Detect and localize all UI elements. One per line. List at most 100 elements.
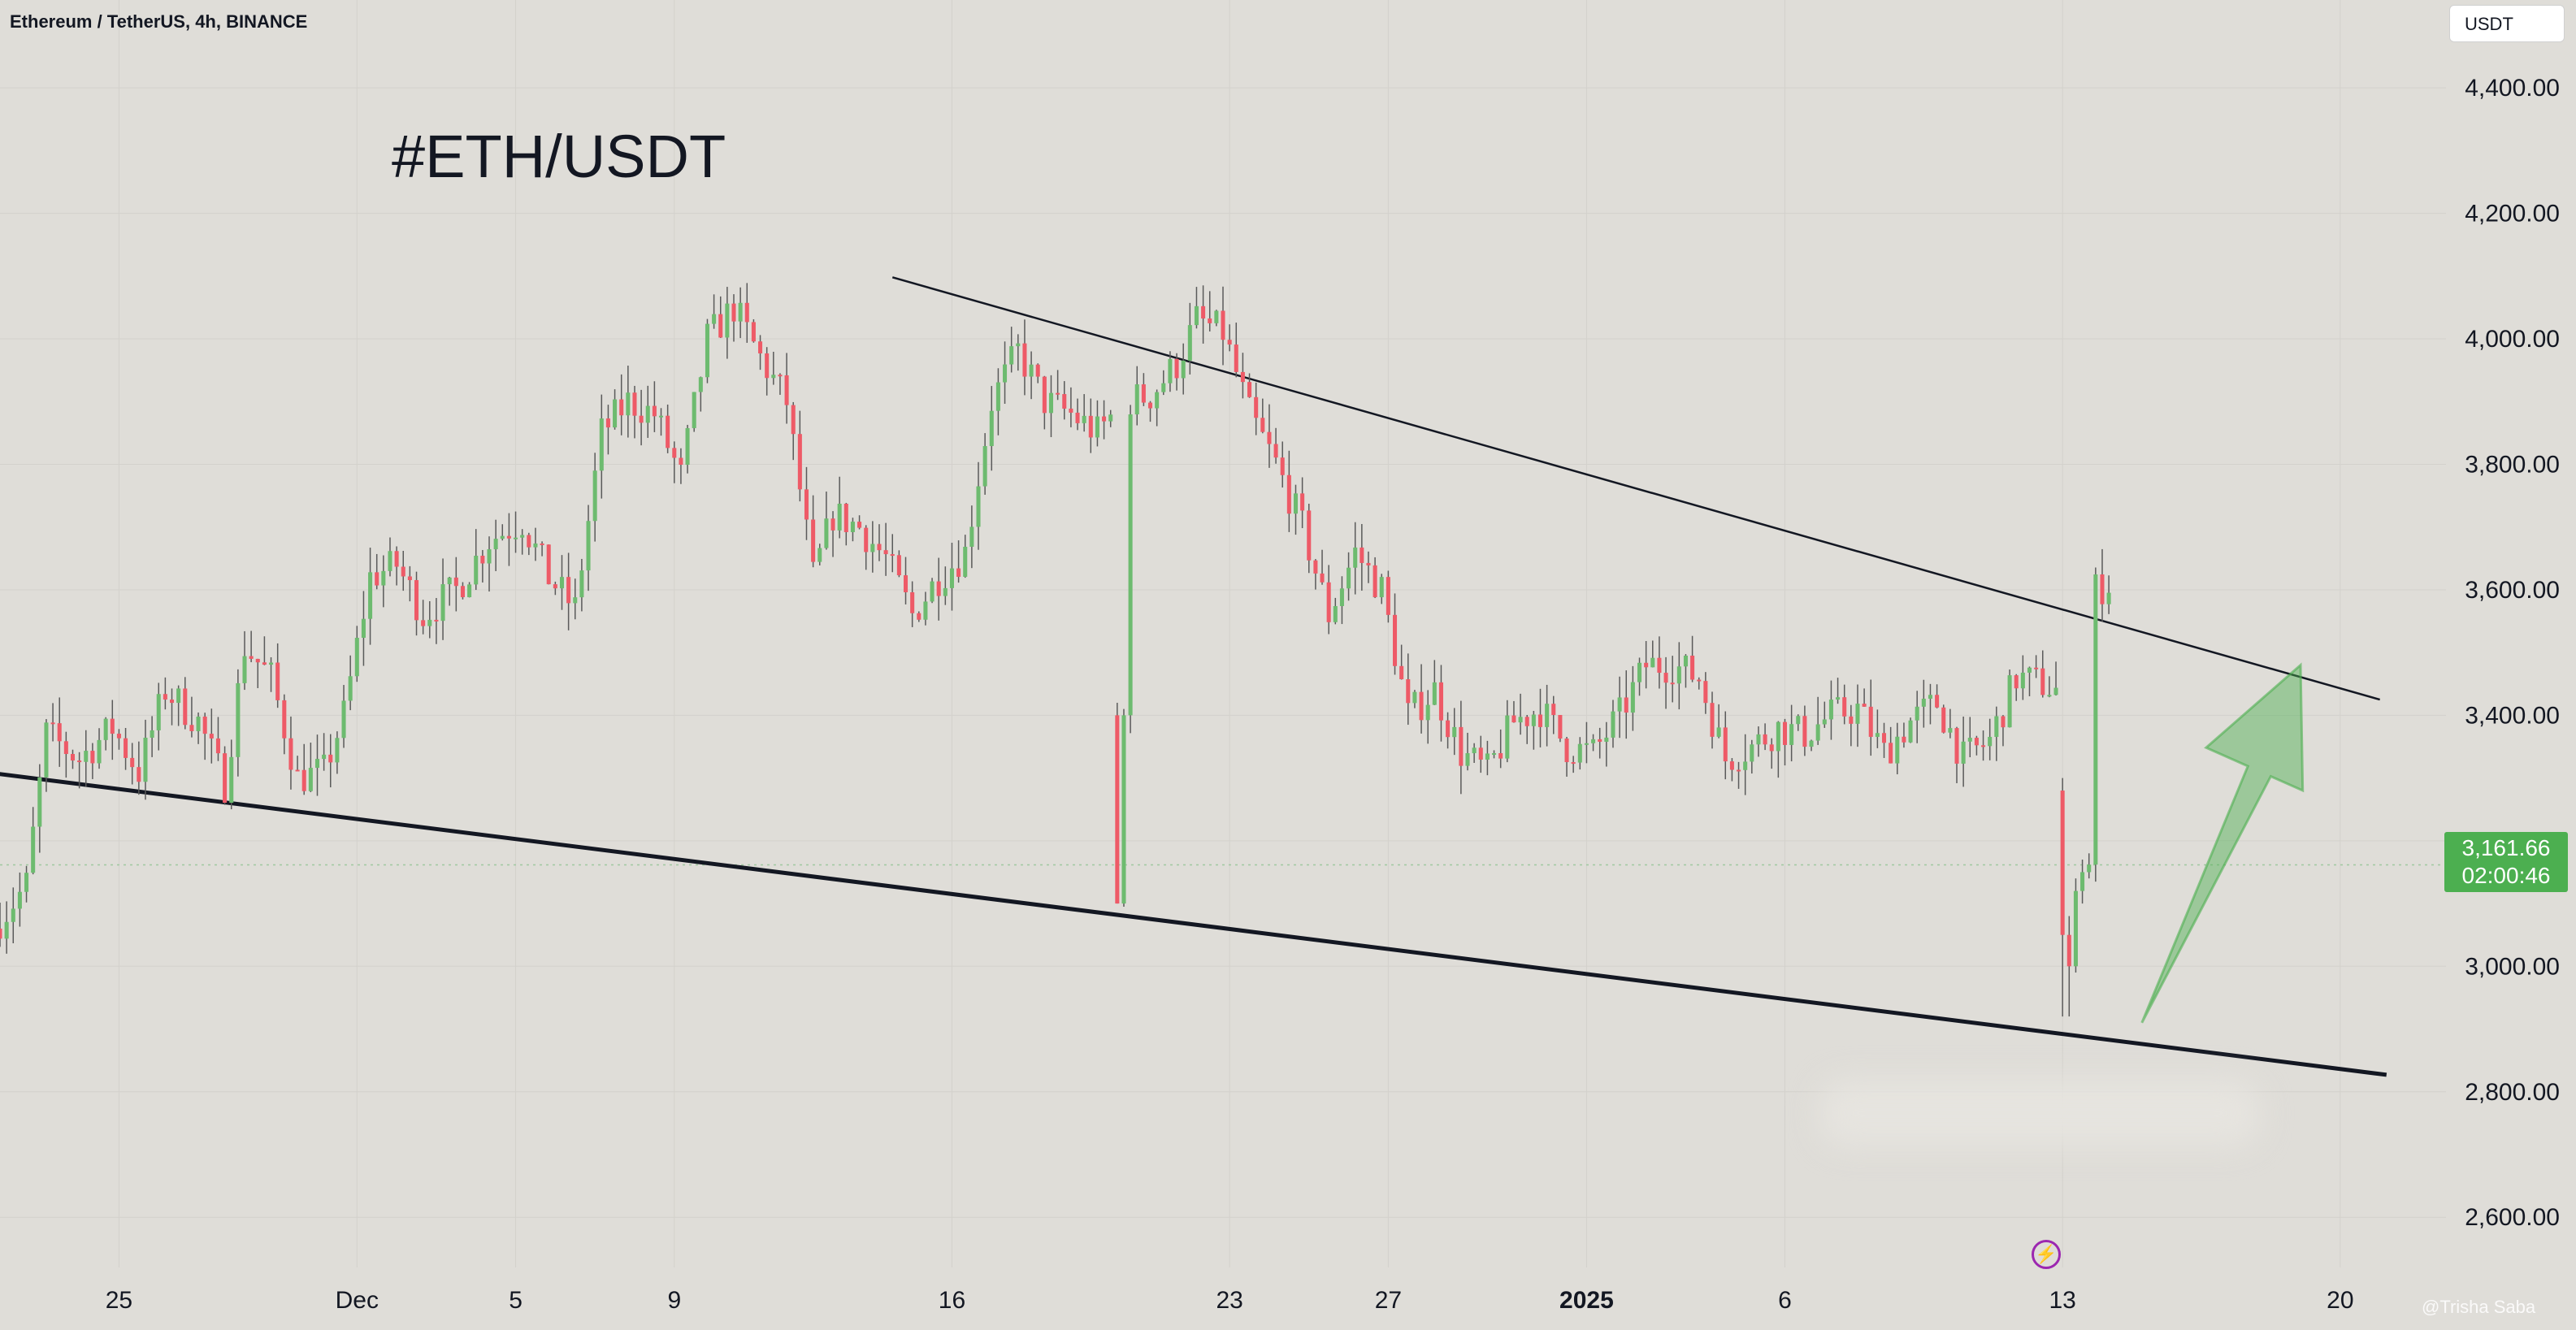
candle-up <box>559 577 565 589</box>
candle-down <box>540 543 544 545</box>
candle-up <box>2020 672 2025 689</box>
candle-up <box>1650 657 1655 668</box>
candle-up <box>824 518 829 548</box>
candle-up <box>1168 358 1173 383</box>
candle-down <box>1889 743 1893 764</box>
candle-down <box>1558 715 1563 739</box>
candle-down <box>917 613 922 620</box>
candle-down <box>1326 582 1331 622</box>
candle-up <box>1293 493 1299 514</box>
candle-up <box>1828 700 1833 720</box>
candle-down <box>791 405 796 435</box>
candle-down <box>1624 697 1628 713</box>
price-tick-label: 4,400.00 <box>2465 75 2560 102</box>
candle-down <box>255 658 260 663</box>
candle-down <box>215 738 220 754</box>
candle-down <box>605 418 610 428</box>
candle-up <box>150 730 154 738</box>
candle-down <box>1247 382 1252 397</box>
candle-down <box>910 591 915 613</box>
lightning-icon[interactable]: ⚡ <box>2032 1240 2061 1269</box>
candle-down <box>183 688 188 726</box>
candle-up <box>613 399 618 428</box>
lower-trendline[interactable] <box>0 772 2387 1077</box>
price-tick-label: 2,800.00 <box>2465 1079 2560 1106</box>
candle-down <box>124 738 128 758</box>
time-tick-label: Dec <box>336 1287 379 1314</box>
candle-up <box>31 826 36 873</box>
candle-up <box>586 521 591 571</box>
candle-up <box>1425 704 1430 721</box>
candle-down <box>896 555 901 576</box>
candle-up <box>381 570 386 586</box>
candle-up <box>354 638 359 677</box>
candle-up <box>156 694 161 730</box>
candle-down <box>1868 706 1873 737</box>
candle-down <box>1849 716 1854 724</box>
candle-up <box>837 503 842 531</box>
candle-down <box>1102 416 1107 422</box>
candle-up <box>1948 728 1953 733</box>
candle-down <box>116 734 121 739</box>
candle-down <box>797 434 802 490</box>
candle-down <box>328 754 333 763</box>
candle-up <box>1915 706 1919 721</box>
time-tick-label: 23 <box>1216 1287 1242 1314</box>
candle-down <box>639 415 644 423</box>
candle-down <box>77 760 82 763</box>
candle-up <box>514 537 518 539</box>
time-tick-label: 2025 <box>1559 1287 1614 1314</box>
candle-up <box>1743 761 1748 770</box>
upper-trendline[interactable] <box>891 276 2380 701</box>
candle-down <box>553 584 557 589</box>
candle-down <box>110 718 115 734</box>
candle-up <box>84 751 89 762</box>
candle-up <box>1961 741 1966 764</box>
candle-down <box>1075 412 1080 423</box>
candle-down <box>169 700 175 704</box>
candle-down <box>202 716 207 734</box>
candle-down <box>453 577 458 587</box>
candle-down <box>1690 656 1695 680</box>
candle-up <box>1815 724 1820 741</box>
candle-up <box>930 581 935 602</box>
candle-up <box>1134 384 1139 415</box>
time-axis[interactable]: 25 Dec 5 9 16 23 27 2025 6 13 20 <box>106 1287 2354 1314</box>
candle-down <box>1035 364 1040 377</box>
candle-up <box>1048 392 1054 414</box>
candle-down <box>1392 614 1398 666</box>
candle-down <box>282 700 287 739</box>
candle-up <box>995 382 1000 411</box>
candle-down <box>1802 716 1807 747</box>
candle-down <box>1981 745 1986 747</box>
candle-up <box>242 656 247 683</box>
candle-down <box>1069 408 1073 413</box>
candle-down <box>57 723 62 742</box>
candle-down <box>1729 761 1734 770</box>
candle-down <box>407 576 412 581</box>
candle-up <box>1683 656 1688 667</box>
candle-down <box>666 415 670 448</box>
candle-up <box>2087 864 2092 873</box>
candle-down <box>956 568 961 577</box>
candle-down <box>394 551 399 567</box>
candle-up <box>269 662 274 665</box>
candle-up <box>1750 744 1754 762</box>
candle-up <box>2027 667 2032 673</box>
candle-up <box>1967 738 1972 742</box>
symbol-title[interactable]: Ethereum / TetherUS, 4h, BINANCE <box>10 11 308 32</box>
currency-selector[interactable]: USDT <box>2449 5 2565 42</box>
last-price-tag: 3,161.66 02:00:46 <box>2444 832 2568 892</box>
candle-down <box>1511 715 1516 723</box>
candle-down <box>275 662 280 700</box>
time-tick-label: 20 <box>2327 1287 2353 1314</box>
price-axis[interactable]: 4,400.00 4,200.00 4,000.00 3,800.00 3,600.00… <box>2465 75 2560 1231</box>
up-arrow[interactable] <box>2140 662 2305 1024</box>
candle-down <box>811 519 816 562</box>
candle-down <box>1300 493 1305 511</box>
candle-up <box>599 418 604 471</box>
candle-down <box>890 554 895 557</box>
candle-up <box>24 873 29 892</box>
